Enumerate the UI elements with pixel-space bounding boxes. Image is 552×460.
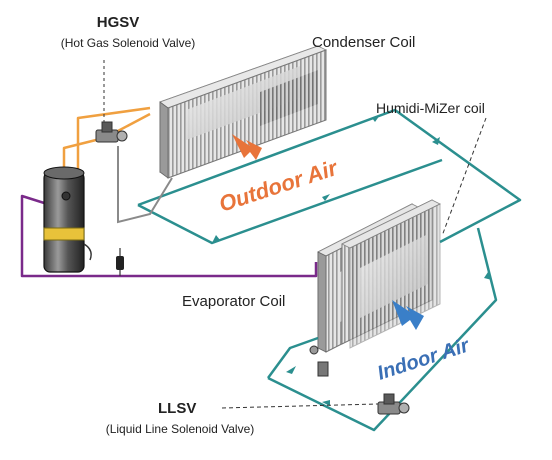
expansion-valve [309, 345, 329, 377]
llsv-leader [221, 403, 379, 409]
flow-arrow-7 [432, 137, 440, 145]
purple-line [20, 194, 318, 278]
flow-arrow-1 [372, 115, 380, 122]
flow-arrow-4 [484, 272, 492, 280]
condenser-coil-label: Condenser Coil [312, 34, 415, 51]
flow-arrow-3 [212, 235, 220, 243]
hgsv-description: (Hot Gas Solenoid Valve) [61, 36, 196, 50]
evaporator-coil-label: Evaporator Coil [182, 293, 285, 310]
valve-icon [95, 121, 128, 143]
condenser-coil [159, 45, 328, 179]
compressor-icon [43, 166, 92, 273]
valve-icon [377, 393, 410, 415]
flow-arrow-2 [322, 194, 330, 201]
llsv-label: LLSV [158, 400, 196, 417]
humidimizer-coil [341, 199, 441, 349]
outdoor-air-arrow [232, 134, 262, 160]
humidimizer-leader [441, 117, 487, 237]
llsv-description: (Liquid Line Solenoid Valve) [106, 422, 255, 436]
hgsv-label: HGSV [97, 14, 140, 31]
flow-arrow-5 [322, 400, 330, 406]
gray-line [117, 146, 173, 224]
flow-arrows [212, 115, 492, 406]
filter-drier-icon [116, 248, 124, 276]
indoor-air-arrow [392, 300, 424, 330]
flow-arrow-6 [286, 366, 296, 374]
outdoor-air-label: Outdoor Air [216, 155, 342, 217]
humidimizer-coil-label: Humidi-MiZer coil [376, 100, 485, 116]
hot-gas-line [62, 106, 151, 178]
